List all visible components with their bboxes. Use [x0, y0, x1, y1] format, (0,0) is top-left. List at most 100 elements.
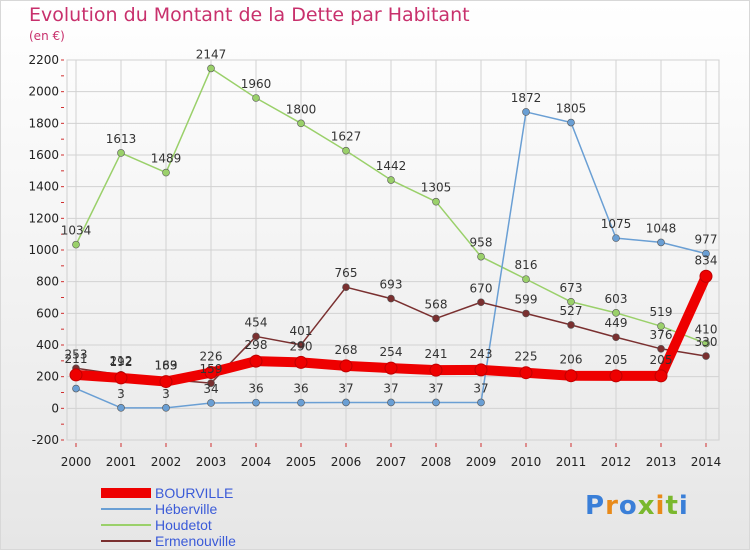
series-point-2	[702, 339, 710, 348]
data-label-3: 376	[650, 328, 673, 342]
x-tick-label: 2009	[466, 455, 497, 469]
series-point-3	[702, 352, 710, 360]
x-tick-label: 2002	[151, 455, 182, 469]
series-point-2	[342, 146, 350, 155]
data-label-2: 1800	[286, 102, 317, 116]
data-label-0: 290	[290, 339, 313, 353]
series-point-1	[612, 234, 620, 242]
data-label-2: 1489	[151, 152, 182, 166]
series-point-3	[477, 298, 485, 307]
y-tick-label: 2000	[28, 85, 59, 99]
x-tick-label: 2012	[601, 455, 632, 469]
series-point-2	[387, 176, 395, 184]
series-point-1	[387, 398, 395, 407]
legend-swatch-bourville	[101, 488, 151, 498]
series-point-1	[207, 399, 215, 407]
series-point-3	[657, 344, 665, 353]
series-point-0	[474, 363, 488, 377]
data-label-3: 454	[245, 315, 268, 329]
data-label-2: 1627	[331, 130, 362, 144]
series-point-2	[657, 322, 665, 330]
data-label-1: 1872	[511, 91, 542, 105]
data-label-1: 3	[162, 387, 170, 401]
data-label-0: 205	[650, 353, 673, 367]
data-label-2: 1960	[241, 77, 272, 91]
series-point-0	[249, 354, 263, 368]
data-label-1: 37	[383, 381, 398, 395]
series-point-0	[564, 369, 578, 383]
series-point-0	[384, 361, 398, 375]
data-label-1: 1805	[556, 102, 587, 116]
series-point-1	[432, 398, 440, 407]
data-label-0: 834	[695, 253, 718, 267]
y-tick-label: 2200	[28, 53, 59, 67]
data-label-1: 37	[473, 381, 488, 395]
data-label-1: 34	[203, 382, 218, 396]
series-point-2	[612, 309, 620, 317]
logo-letter: o	[618, 491, 638, 521]
x-tick-label: 2006	[331, 455, 362, 469]
series-point-2	[162, 168, 170, 177]
logo-letter: t	[665, 491, 679, 521]
legend-label-bourville: BOURVILLE	[155, 485, 234, 501]
series-point-1	[252, 398, 260, 407]
series-point-3	[207, 379, 215, 387]
data-label-3: 765	[335, 266, 358, 280]
x-tick-label: 2007	[376, 455, 407, 469]
data-label-0: 268	[335, 343, 358, 357]
data-label-3: 159	[200, 362, 223, 376]
series-point-1	[72, 384, 80, 393]
y-tick-label: -200	[32, 433, 59, 447]
y-tick-label: 0	[51, 401, 59, 415]
series-point-2	[432, 197, 440, 206]
data-label-0: 243	[470, 347, 493, 361]
proxiti-logo: Proxiti	[585, 491, 689, 521]
logo-letter: r	[605, 491, 619, 521]
y-tick-label: 1000	[28, 243, 59, 257]
data-label-2: 1305	[421, 181, 452, 195]
chart-subtitle: (en €)	[29, 29, 65, 43]
series-point-1	[342, 398, 350, 407]
logo-letter: i	[678, 491, 689, 521]
series-point-0	[429, 363, 443, 377]
series-point-2	[117, 149, 125, 157]
data-label-0: 192	[110, 355, 133, 369]
series-point-3	[567, 321, 575, 329]
data-label-3: 670	[470, 281, 493, 295]
legend-label-ermenouville: Ermenouville	[155, 533, 236, 549]
data-label-2: 1442	[376, 159, 407, 173]
data-label-2: 1034	[61, 224, 92, 238]
y-tick-label: 1600	[28, 148, 59, 162]
data-label-3: 449	[605, 316, 628, 330]
data-label-3: 212	[110, 354, 133, 368]
x-tick-label: 2005	[286, 455, 317, 469]
series-point-1	[702, 249, 710, 258]
data-label-2: 519	[650, 305, 673, 319]
legend-label-heberville: Héberville	[155, 501, 218, 517]
series-point-1	[567, 118, 575, 127]
series-point-2	[72, 240, 80, 249]
data-label-1: 977	[695, 233, 718, 247]
series-point-3	[297, 341, 305, 349]
data-label-1: 37	[428, 381, 443, 395]
series-point-1	[657, 238, 665, 247]
x-tick-label: 2004	[241, 455, 272, 469]
data-label-2: 673	[560, 281, 583, 295]
data-label-0: 226	[200, 350, 223, 364]
series-point-1	[522, 108, 530, 116]
series-point-2	[297, 119, 305, 128]
data-label-3: 183	[155, 358, 178, 372]
x-tick-label: 2000	[61, 455, 92, 469]
series-point-0	[339, 359, 353, 373]
y-tick-label: 1400	[28, 180, 59, 194]
data-label-0: 205	[605, 353, 628, 367]
data-label-3: 599	[515, 292, 538, 306]
data-label-2: 603	[605, 292, 628, 306]
series-point-0	[204, 366, 218, 380]
data-label-3: 568	[425, 297, 448, 311]
data-label-2: 816	[515, 258, 538, 272]
series-point-2	[207, 64, 215, 73]
data-label-0: 254	[380, 345, 403, 359]
